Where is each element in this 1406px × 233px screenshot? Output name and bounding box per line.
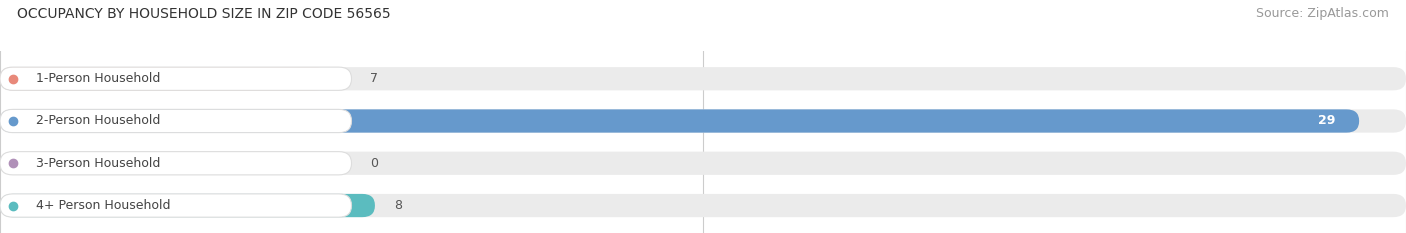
FancyBboxPatch shape <box>0 152 352 175</box>
Text: 8: 8 <box>394 199 402 212</box>
FancyBboxPatch shape <box>0 194 352 217</box>
Text: 2-Person Household: 2-Person Household <box>37 114 160 127</box>
Text: Source: ZipAtlas.com: Source: ZipAtlas.com <box>1256 7 1389 20</box>
FancyBboxPatch shape <box>0 109 352 133</box>
FancyBboxPatch shape <box>0 67 352 90</box>
Text: 7: 7 <box>370 72 378 85</box>
Text: OCCUPANCY BY HOUSEHOLD SIZE IN ZIP CODE 56565: OCCUPANCY BY HOUSEHOLD SIZE IN ZIP CODE … <box>17 7 391 21</box>
FancyBboxPatch shape <box>0 67 328 90</box>
FancyBboxPatch shape <box>0 194 1406 217</box>
FancyBboxPatch shape <box>0 152 1406 175</box>
FancyBboxPatch shape <box>0 194 375 217</box>
Text: 29: 29 <box>1319 114 1336 127</box>
Text: 4+ Person Household: 4+ Person Household <box>37 199 170 212</box>
FancyBboxPatch shape <box>0 109 1406 133</box>
Text: 3-Person Household: 3-Person Household <box>37 157 160 170</box>
FancyBboxPatch shape <box>0 109 1360 133</box>
Text: 1-Person Household: 1-Person Household <box>37 72 160 85</box>
Text: 0: 0 <box>370 157 378 170</box>
FancyBboxPatch shape <box>0 67 1406 90</box>
